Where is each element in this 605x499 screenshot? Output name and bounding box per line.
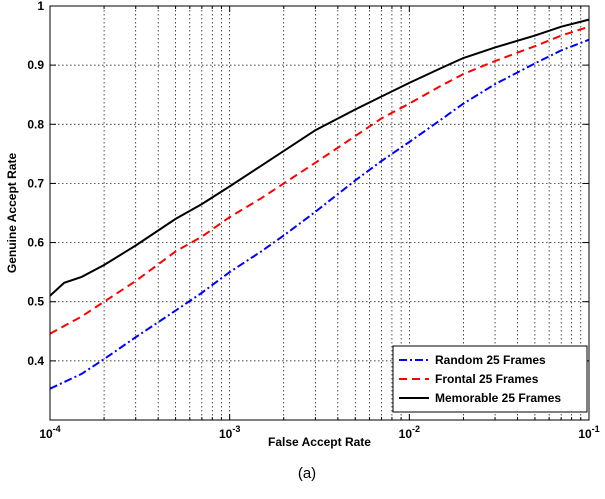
series-lines — [49, 18, 590, 390]
y-tick-label: 0.6 — [27, 236, 44, 250]
series-line-2 — [49, 25, 590, 335]
y-axis-title: Genuine Accept Rate — [5, 153, 19, 274]
x-tick-label: 10-2 — [399, 424, 420, 441]
y-tick-label: 1 — [37, 0, 44, 13]
y-tick-label: 0.9 — [27, 58, 44, 72]
figure-caption: (a) — [298, 465, 316, 482]
legend: Random 25 Frames Frontal 25 Frames Memorab… — [392, 345, 588, 413]
x-tick-label: 10-3 — [219, 424, 240, 441]
plot-frame — [49, 5, 590, 421]
y-tick-label: 0.8 — [27, 117, 44, 131]
legend-label: Random 25 Frames — [435, 353, 546, 367]
x-tick-label: 10-4 — [39, 424, 60, 441]
x-axis-title: False Accept Rate — [268, 435, 371, 449]
y-tick-label: 0.4 — [27, 354, 44, 368]
x-tick-label: 10-1 — [578, 424, 599, 441]
y-tick-label: 0.5 — [27, 295, 44, 309]
tick-labels: 0.4 0.5 0.6 0.7 0.8 0.9 1 10-4 10-3 10-2 10-1 — [27, 0, 599, 441]
series-line-3 — [49, 18, 590, 297]
y-tick-label: 0.7 — [27, 176, 44, 190]
legend-label: Frontal 25 Frames — [435, 372, 539, 386]
axis-ticks — [50, 5, 589, 420]
legend-label: Memorable 25 Frames — [435, 391, 561, 405]
series-line-1 — [49, 38, 590, 390]
